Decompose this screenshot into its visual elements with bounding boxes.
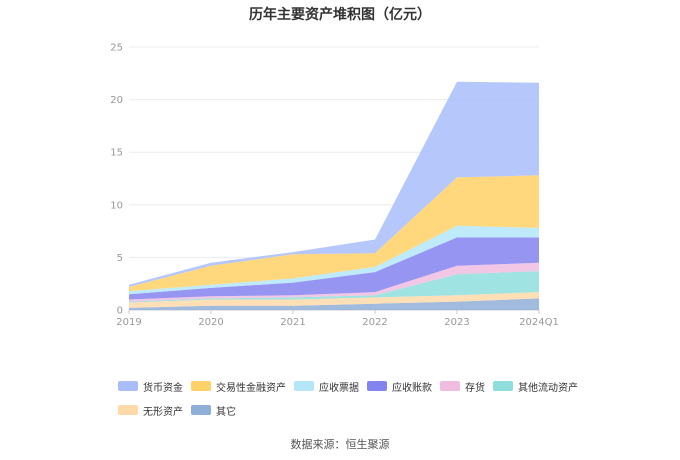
area-series — [129, 81, 539, 310]
chart-title: 历年主要资产堆积图（亿元） — [249, 7, 431, 23]
legend-item[interactable]: 应收票据 — [294, 379, 359, 394]
x-tick-label: 2022 — [362, 317, 387, 328]
y-tick-label: 0 — [117, 306, 123, 317]
legend-swatch — [118, 381, 138, 391]
legend-item[interactable]: 无形资产 — [118, 403, 183, 418]
legend-item[interactable]: 货币资金 — [118, 379, 183, 394]
x-tick-label: 2020 — [198, 317, 223, 328]
legend-label: 无形资产 — [143, 406, 183, 418]
legend-item[interactable]: 其他流动资产 — [493, 379, 578, 394]
legend-item[interactable]: 交易性金融资产 — [191, 379, 286, 394]
legend: 货币资金 交易性金融资产 应收票据 应收账款 存货 其他流动资产无形资产 其它 — [118, 376, 588, 424]
area-应收票据 — [129, 225, 539, 295]
legend-swatch — [294, 381, 314, 391]
legend-label: 其他流动资产 — [518, 382, 578, 394]
legend-swatch — [118, 405, 138, 415]
area-其它 — [129, 298, 539, 310]
x-tick-label: 2021 — [280, 317, 305, 328]
legend-item[interactable]: 其它 — [191, 403, 236, 418]
y-tick-label: 5 — [117, 253, 123, 264]
area-无形资产 — [129, 292, 539, 308]
area-其他流动资产 — [129, 271, 539, 303]
legend-swatch — [493, 381, 513, 391]
legend-label: 应收票据 — [319, 382, 359, 394]
area-货币资金 — [129, 81, 539, 287]
area-交易性金融资产 — [129, 175, 539, 292]
legend-swatch — [191, 405, 211, 415]
area-应收账款 — [129, 237, 539, 300]
legend-item[interactable]: 存货 — [440, 379, 485, 394]
x-axis: 2019 2020 2021 2022 2023 2024Q1 — [116, 310, 559, 328]
legend-label: 交易性金融资产 — [216, 382, 286, 394]
legend-label: 货币资金 — [143, 382, 183, 394]
legend-item[interactable]: 应收账款 — [367, 379, 432, 394]
legend-label: 应收账款 — [392, 382, 432, 394]
legend-label: 其它 — [216, 406, 236, 418]
legend-swatch — [440, 381, 460, 391]
legend-label: 存货 — [465, 382, 485, 394]
x-tick-label: 2024Q1 — [519, 317, 559, 328]
y-tick-label: 20 — [110, 95, 123, 106]
x-tick-label: 2019 — [116, 317, 141, 328]
x-tick-label: 2023 — [444, 317, 469, 328]
y-tick-label: 10 — [110, 200, 123, 211]
data-source: 数据来源：恒生聚源 — [290, 438, 390, 451]
stacked-area-chart: 2019 2020 2021 2022 2023 2024Q1 0 5 10 15 20 25 — [110, 43, 559, 329]
legend-swatch — [191, 381, 211, 391]
legend-swatch — [367, 381, 387, 391]
y-axis: 0 5 10 15 20 25 — [110, 43, 123, 317]
area-存货 — [129, 262, 539, 302]
y-tick-label: 15 — [110, 148, 123, 159]
y-tick-label: 25 — [110, 43, 123, 54]
